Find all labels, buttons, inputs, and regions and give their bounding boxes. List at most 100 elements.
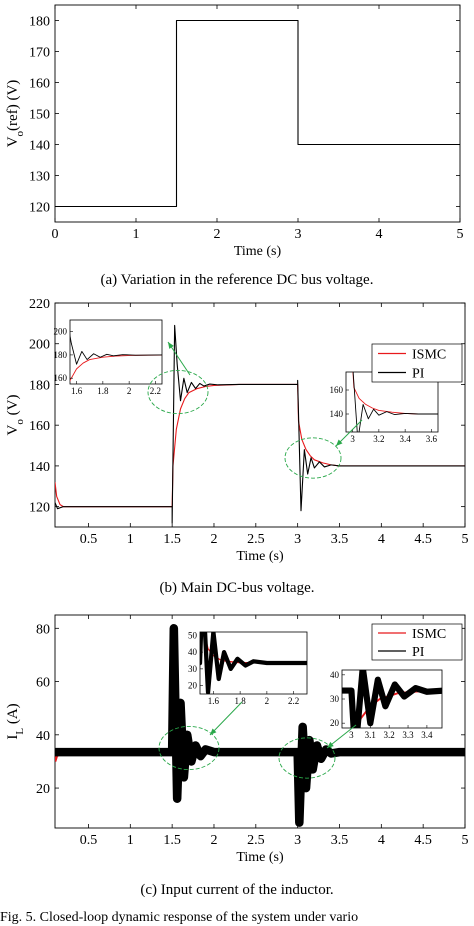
- x-axis-label: Time (s): [234, 244, 282, 259]
- x-tick-label: 4.5: [414, 532, 432, 547]
- x-tick-label: 5: [457, 227, 464, 242]
- y-tick-label: 120: [29, 501, 50, 516]
- inset-x-tick-label: 1.6: [71, 386, 83, 396]
- x-tick-label: 1: [127, 532, 134, 547]
- y-axis-label-subscript: o: [14, 130, 26, 136]
- y-axis-label-unit: (ref) (V): [5, 80, 21, 131]
- inset-plot: 3 3.2 3.4 3.6 140 160: [330, 371, 439, 444]
- inset-x-tick-label: 2.2: [150, 386, 161, 396]
- legend-label-pi: PI: [412, 367, 425, 382]
- inset-x-tick-label: 3: [349, 730, 354, 740]
- x-tick-label: 4: [378, 532, 385, 547]
- zoom-arrow-head: [210, 728, 217, 735]
- series-line-pi: [200, 632, 307, 694]
- x-tick-label: 1.5: [163, 532, 181, 547]
- series-line-ismc: [352, 372, 438, 415]
- y-axis-label-main: V: [5, 136, 21, 147]
- legend-label-ismc: ISMC: [412, 627, 446, 642]
- x-tick-label: 2: [210, 833, 217, 848]
- x-tick-label: 3.5: [331, 532, 349, 547]
- inset-y-tick-label: 140: [330, 409, 344, 419]
- inset-x-tick-label: 3.2: [373, 434, 384, 444]
- x-tick-label: 2: [214, 227, 221, 242]
- chart-inductor-current: 0.5 1 1.5 2 2.5 3 3.5 4 4.5 5 20 40 60 80 Time (s) IL (…: [5, 614, 469, 865]
- x-tick-label: 3: [295, 227, 302, 242]
- zoom-arrow-head: [327, 741, 334, 748]
- x-tick-label: 3: [294, 833, 301, 848]
- inset-x-tick-label: 3.1: [365, 730, 376, 740]
- y-axis-label: Vo(ref) (V): [5, 80, 26, 148]
- y-tick-label: 140: [29, 139, 50, 154]
- inset-y-tick-label: 30: [188, 664, 198, 674]
- y-axis-label-main: V: [5, 424, 21, 435]
- inset-x-tick-label: 3.4: [421, 730, 433, 740]
- y-axis-label-unit: (V): [5, 395, 21, 420]
- x-tick-label: 4.5: [414, 833, 432, 848]
- y-axis-label-unit: (A): [5, 703, 21, 728]
- zoom-arrow-head: [336, 439, 343, 446]
- series-line-ismc: [342, 689, 442, 728]
- series-line-pi: [55, 624, 465, 827]
- legend-label-ismc: ISMC: [412, 348, 446, 363]
- y-tick-label: 130: [29, 170, 50, 185]
- zoom-ellipse: [147, 369, 209, 415]
- x-axis-label: Time (s): [236, 549, 284, 564]
- y-tick-label: 170: [29, 46, 50, 61]
- inset-y-tick-label: 30: [330, 694, 340, 704]
- zoom-arrow-head: [168, 342, 174, 349]
- inset-y-tick-label: 40: [330, 670, 340, 680]
- series-line-pi: [70, 333, 162, 365]
- inset-plot: 3 3.1 3.2 3.3 3.4 20 30 40: [330, 669, 443, 740]
- y-tick-label: 180: [29, 378, 50, 393]
- inset-plot: 1.6 1.8 2 2.2 20 30 40 50: [188, 630, 308, 706]
- caption-a: (a) Variation in the reference DC bus vo…: [100, 272, 374, 288]
- caption-c: (c) Input current of the inductor.: [140, 882, 334, 898]
- y-tick-label: 60: [36, 676, 50, 691]
- y-axis-label-main: I: [5, 735, 21, 740]
- inset-y-tick-label: 180: [54, 350, 68, 360]
- inset-plot: 1.6 1.8 2 2.2 160 180 200: [54, 319, 163, 396]
- x-tick-label: 2.5: [247, 532, 265, 547]
- y-axis-label-subscript: o: [14, 419, 26, 425]
- inset-x-tick-label: 1.8: [97, 386, 109, 396]
- inset-x-tick-label: 2: [127, 386, 132, 396]
- x-tick-label: 5: [462, 532, 469, 547]
- inset-x-tick-label: 3.4: [400, 434, 412, 444]
- series-line-pi: [55, 324, 465, 524]
- y-tick-label: 180: [29, 15, 50, 30]
- inset-x-tick-label: 3.2: [384, 730, 395, 740]
- x-tick-label: 2.5: [247, 833, 265, 848]
- inset-y-tick-label: 160: [330, 385, 344, 395]
- series-line-pi: [352, 372, 438, 432]
- y-tick-label: 80: [36, 622, 50, 637]
- y-axis-label: Vo (V): [5, 395, 26, 436]
- series-line-ismc: [70, 354, 162, 383]
- chart-reference-voltage: 0 1 2 3 4 5 120 130 140 150 160 170 180 Time (s) Vo(re…: [5, 4, 464, 259]
- legend-label-pi: PI: [412, 645, 425, 660]
- inset-x-tick-label: 2.2: [288, 696, 299, 706]
- inset-y-tick-label: 160: [54, 373, 68, 383]
- x-tick-label: 4: [376, 227, 383, 242]
- inset-frame: [69, 319, 163, 385]
- x-tick-label: 3.5: [331, 833, 349, 848]
- x-tick-label: 4: [378, 833, 385, 848]
- y-tick-label: 150: [29, 108, 50, 123]
- caption-b: (b) Main DC-bus voltage.: [159, 580, 315, 596]
- inset-x-tick-label: 3: [350, 434, 355, 444]
- y-tick-label: 160: [29, 77, 50, 92]
- zoom-arrow-line: [167, 341, 191, 376]
- zoom-ellipse: [158, 725, 220, 771]
- y-axis-label-subscript: L: [14, 728, 26, 735]
- y-tick-label: 20: [36, 782, 50, 797]
- y-axis-label: IL (A): [5, 703, 26, 739]
- inset-y-tick-label: 20: [330, 718, 340, 728]
- y-tick-label: 200: [29, 338, 50, 353]
- inset-x-tick-label: 3.3: [402, 730, 414, 740]
- x-tick-label: 1.5: [163, 833, 181, 848]
- y-tick-label: 160: [29, 419, 50, 434]
- zoom-ellipse: [278, 737, 336, 779]
- x-tick-label: 0: [52, 227, 59, 242]
- y-tick-label: 140: [29, 460, 50, 475]
- inset-y-tick-label: 50: [188, 630, 198, 640]
